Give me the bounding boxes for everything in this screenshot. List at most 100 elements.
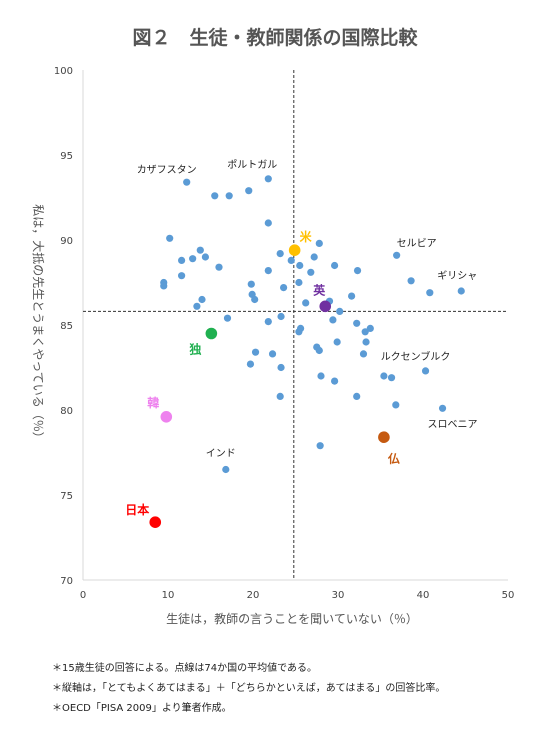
- data-point: [276, 392, 284, 400]
- data-point: [183, 178, 191, 186]
- x-tick-label: 30: [332, 590, 345, 601]
- data-point: [245, 187, 253, 195]
- data-point: [246, 360, 255, 368]
- x-tick-label: 50: [502, 590, 515, 601]
- y-axis-label: 私は，大抵の先生とうまくやっている（％）: [31, 204, 45, 443]
- data-point: [264, 318, 272, 326]
- x-tick-label: 20: [247, 590, 260, 601]
- data-point: [215, 263, 223, 271]
- highlight-point: [378, 431, 390, 444]
- highlight-point: [160, 411, 173, 423]
- footnote-2: ＊縦軸は，「とてもよくあてはまる」＋「どちらかといえば，あてはまる」の回答比率。: [52, 681, 445, 694]
- highlight-label: 独: [188, 342, 201, 357]
- data-point: [196, 246, 204, 254]
- highlight-label: 日本: [125, 502, 149, 517]
- data-point: [251, 348, 260, 356]
- data-point: [315, 346, 323, 355]
- data-point: [251, 295, 259, 304]
- data-point: [457, 287, 465, 295]
- country-label: カザフスタン: [137, 164, 197, 176]
- country-label: ルクセンブルク: [381, 350, 451, 363]
- data-point: [264, 267, 272, 275]
- data-point: [280, 284, 288, 292]
- x-tick-label: 0: [80, 590, 86, 601]
- data-point: [264, 175, 272, 183]
- country-label: セルビア: [397, 237, 437, 249]
- data-point: [277, 363, 285, 372]
- data-point: [211, 192, 219, 200]
- highlight-label: 英: [313, 282, 326, 297]
- data-point: [225, 192, 233, 200]
- data-point: [296, 261, 304, 270]
- y-tick-label: 90: [60, 236, 73, 247]
- data-point: [387, 374, 396, 382]
- data-point: [247, 280, 255, 288]
- highlight-point: [319, 300, 332, 313]
- data-point: [189, 255, 197, 263]
- data-point: [193, 302, 201, 310]
- footnote-1: ＊15歳生徒の回答による。点線は74か国の平均値である。: [52, 661, 317, 674]
- data-point: [276, 250, 284, 258]
- data-point: [331, 377, 339, 385]
- data-point: [223, 314, 232, 322]
- data-point: [201, 253, 209, 261]
- data-point: [316, 442, 324, 450]
- data-point: [353, 267, 362, 275]
- data-point: [315, 239, 323, 247]
- x-axis-label: 生徒は，教師の言うことを聞いていない（％）: [166, 611, 418, 626]
- y-tick-label: 80: [60, 406, 73, 417]
- data-point: [380, 372, 388, 380]
- data-point: [421, 367, 430, 375]
- data-points: [160, 175, 465, 474]
- data-point: [393, 251, 401, 259]
- data-point: [353, 392, 361, 400]
- country-label: ギリシャ: [437, 270, 477, 282]
- data-point: [426, 289, 434, 297]
- data-point: [178, 272, 186, 280]
- data-point: [359, 350, 368, 358]
- y-tick-labels: 70 75 80 85 90 95 100: [54, 66, 73, 587]
- data-point: [353, 319, 361, 327]
- data-point: [407, 277, 415, 285]
- data-point: [362, 338, 370, 346]
- highlight-label: 仏: [388, 452, 400, 466]
- data-point: [264, 219, 272, 227]
- highlight-point: [288, 244, 301, 256]
- data-point: [361, 328, 369, 336]
- data-point: [366, 324, 374, 332]
- data-point: [333, 338, 341, 346]
- x-tick-label: 10: [162, 590, 175, 601]
- highlighted-points: 日本 韓 独 米英仏: [125, 229, 400, 528]
- data-point: [307, 268, 315, 276]
- country-label: ポルトガル: [227, 159, 277, 171]
- highlight-point: [205, 327, 218, 340]
- data-point: [295, 278, 303, 287]
- data-point: [198, 295, 206, 304]
- data-point: [277, 312, 285, 321]
- data-point: [348, 292, 356, 300]
- highlight-point: [149, 516, 162, 528]
- data-point: [295, 328, 303, 336]
- data-point: [302, 299, 310, 307]
- y-tick-label: 70: [60, 576, 73, 587]
- y-tick-label: 100: [54, 66, 73, 77]
- y-tick-label: 75: [60, 491, 73, 502]
- data-point: [166, 234, 174, 242]
- x-tick-labels: 0 10 20 30 40 50: [80, 590, 515, 601]
- highlight-label: 韓: [147, 395, 159, 410]
- x-tick-label: 40: [417, 590, 430, 601]
- data-point: [310, 253, 318, 261]
- data-point: [438, 404, 447, 412]
- data-point: [178, 256, 186, 264]
- chart-title: 図２ 生徒・教師関係の国際比較: [132, 26, 418, 49]
- data-point: [268, 350, 277, 358]
- footnote-3: ＊OECD「PISA 2009」より筆者作成。: [52, 701, 232, 714]
- country-label: インド: [206, 449, 236, 460]
- data-point: [287, 256, 295, 264]
- data-point: [336, 307, 344, 315]
- data-point: [222, 465, 230, 474]
- data-point: [392, 401, 400, 409]
- y-tick-label: 85: [60, 321, 73, 332]
